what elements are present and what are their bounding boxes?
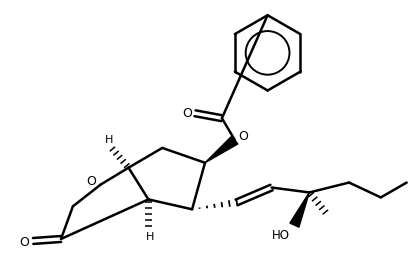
Text: O: O — [19, 237, 29, 249]
Text: HO: HO — [271, 229, 289, 242]
Polygon shape — [289, 192, 309, 227]
Text: O: O — [85, 175, 95, 188]
Polygon shape — [204, 136, 237, 163]
Text: O: O — [237, 130, 247, 143]
Text: H: H — [146, 232, 154, 242]
Text: O: O — [182, 107, 192, 120]
Text: H: H — [104, 135, 113, 145]
